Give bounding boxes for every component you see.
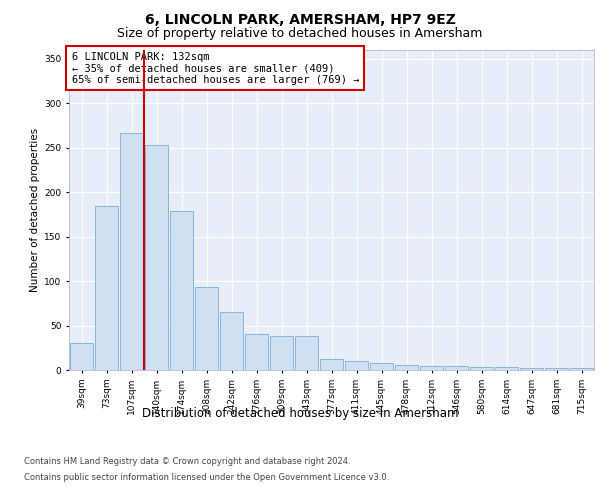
Bar bbox=[470, 368, 493, 370]
Bar bbox=[545, 368, 568, 370]
Bar bbox=[70, 344, 93, 370]
Bar bbox=[245, 334, 268, 370]
Bar bbox=[320, 360, 343, 370]
Bar bbox=[270, 336, 293, 370]
Bar bbox=[220, 312, 243, 370]
Bar bbox=[445, 366, 468, 370]
Bar bbox=[295, 336, 318, 370]
Bar bbox=[370, 363, 393, 370]
Bar bbox=[495, 368, 518, 370]
Y-axis label: Number of detached properties: Number of detached properties bbox=[30, 128, 40, 292]
Text: 6 LINCOLN PARK: 132sqm
← 35% of detached houses are smaller (409)
65% of semi-de: 6 LINCOLN PARK: 132sqm ← 35% of detached… bbox=[71, 52, 359, 85]
Bar bbox=[345, 361, 368, 370]
Bar bbox=[95, 206, 118, 370]
Bar bbox=[120, 132, 143, 370]
Bar bbox=[145, 145, 168, 370]
Bar bbox=[570, 368, 593, 370]
Text: Contains HM Land Registry data © Crown copyright and database right 2024.: Contains HM Land Registry data © Crown c… bbox=[24, 458, 350, 466]
Text: 6, LINCOLN PARK, AMERSHAM, HP7 9EZ: 6, LINCOLN PARK, AMERSHAM, HP7 9EZ bbox=[145, 12, 455, 26]
Bar bbox=[395, 364, 418, 370]
Text: Size of property relative to detached houses in Amersham: Size of property relative to detached ho… bbox=[118, 28, 482, 40]
Text: Distribution of detached houses by size in Amersham: Distribution of detached houses by size … bbox=[142, 408, 458, 420]
Bar bbox=[170, 211, 193, 370]
Bar bbox=[195, 288, 218, 370]
Bar bbox=[420, 366, 443, 370]
Bar bbox=[520, 368, 543, 370]
Text: Contains public sector information licensed under the Open Government Licence v3: Contains public sector information licen… bbox=[24, 472, 389, 482]
